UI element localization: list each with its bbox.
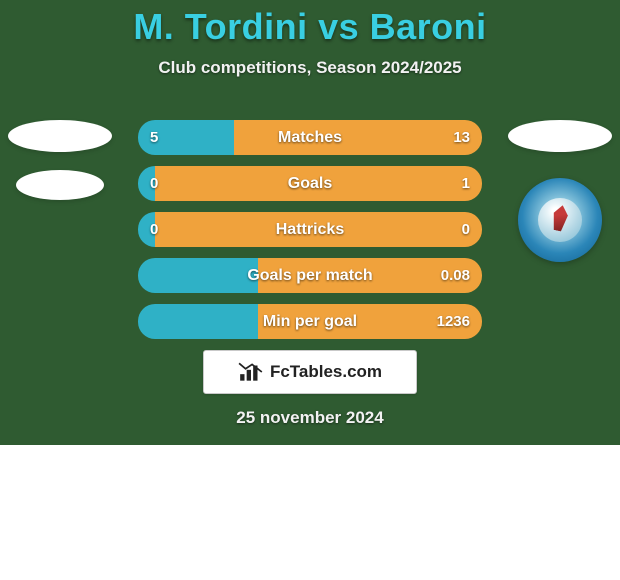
team-badge-placeholder: [8, 120, 112, 152]
bar-chart-icon: [238, 361, 264, 383]
bar-left-segment: [138, 304, 258, 339]
comparison-bar: Min per goal1236: [138, 304, 482, 339]
comparison-bars: Matches513 Goals01 Hattricks00 Goals per ma…: [138, 120, 482, 339]
comparison-bar: Matches513: [138, 120, 482, 155]
comparison-bar: Goals per match0.08: [138, 258, 482, 293]
team-badge-placeholder: [508, 120, 612, 152]
bar-right-segment: [258, 258, 482, 293]
subtitle: Club competitions, Season 2024/2025: [0, 58, 620, 78]
bar-left-segment: [138, 258, 258, 293]
brand-text: FcTables.com: [270, 362, 382, 382]
left-logo-column: [0, 120, 120, 200]
comparison-panel: M. Tordini vs Baroni Club competitions, …: [0, 0, 620, 445]
bar-right-segment: [155, 212, 482, 247]
bar-left-segment: [138, 212, 155, 247]
bar-left-segment: [138, 166, 155, 201]
comparison-bar: Goals01: [138, 166, 482, 201]
bar-right-segment: [155, 166, 482, 201]
date-text: 25 november 2024: [0, 408, 620, 428]
bar-left-segment: [138, 120, 234, 155]
right-logo-column: [500, 120, 620, 262]
team-badge: [518, 178, 602, 262]
team-badge-placeholder: [16, 170, 104, 200]
bar-right-segment: [234, 120, 482, 155]
comparison-bar: Hattricks00: [138, 212, 482, 247]
page-title: M. Tordini vs Baroni: [0, 0, 620, 48]
brand-box[interactable]: FcTables.com: [203, 350, 417, 394]
bar-right-segment: [258, 304, 482, 339]
